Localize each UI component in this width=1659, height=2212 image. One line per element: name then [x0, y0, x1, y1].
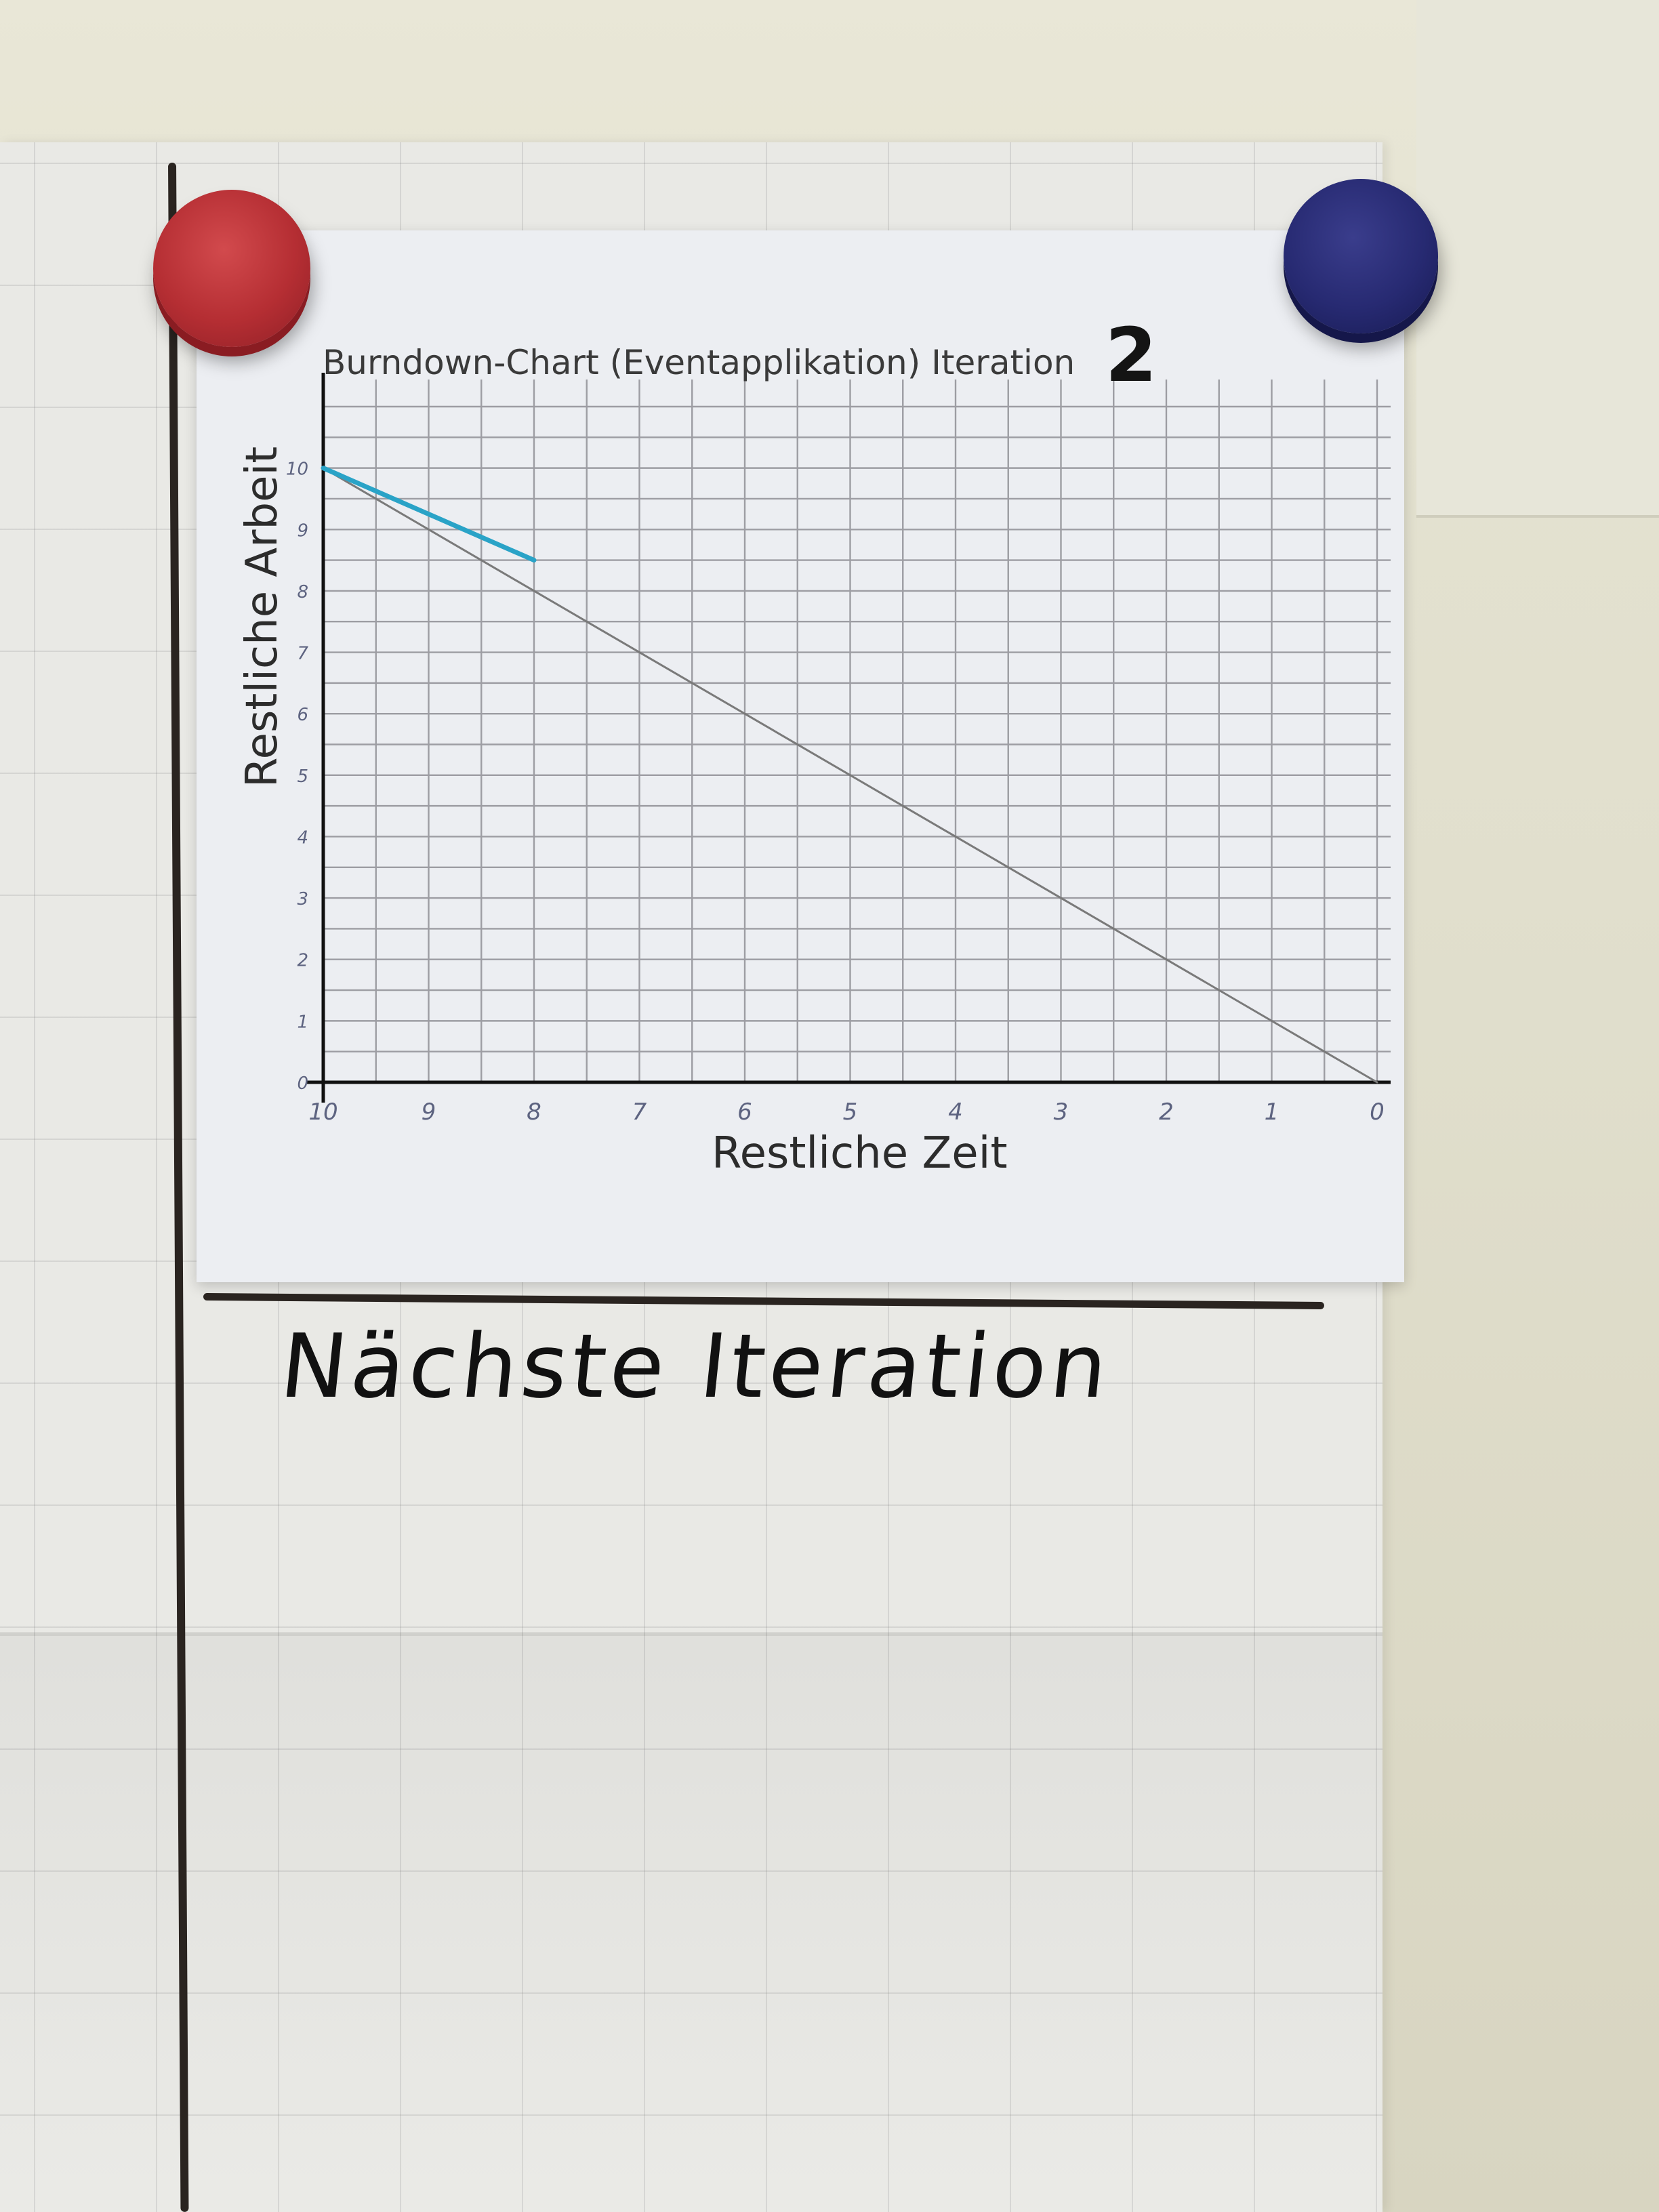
- x-tick-label: 7: [632, 1099, 647, 1126]
- y-tick-label: 6: [297, 705, 308, 725]
- x-tick-label: 10: [308, 1099, 337, 1126]
- chart-title: Burndown-Chart (Eventapplikation) Iterat…: [323, 343, 1076, 382]
- x-tick-label: 0: [1370, 1099, 1385, 1126]
- x-tick-label: 3: [1054, 1099, 1069, 1126]
- y-tick-label: 2: [297, 951, 308, 971]
- y-tick-label: 3: [297, 889, 308, 909]
- paper-fold-line: [0, 1632, 1382, 1636]
- flipchart-lower-fold: [0, 1633, 1382, 2212]
- y-tick-label: 1: [297, 1012, 308, 1032]
- x-tick-label: 1: [1265, 1099, 1279, 1126]
- y-tick-label: 0: [297, 1073, 308, 1094]
- background-paper-edge: [1416, 0, 1659, 518]
- x-tick-label: 5: [843, 1099, 858, 1126]
- x-tick-label: 8: [527, 1099, 541, 1126]
- red-magnet[interactable]: [153, 190, 310, 347]
- actual-burndown-line: [321, 466, 537, 563]
- blue-magnet[interactable]: [1284, 179, 1438, 333]
- ideal-burndown-line: [322, 467, 1378, 1084]
- x-tick-label: 9: [422, 1099, 436, 1126]
- y-tick-label: 5: [297, 766, 308, 787]
- x-tick-label: 2: [1159, 1099, 1174, 1126]
- x-axis-title: Restliche Zeit: [712, 1128, 1008, 1179]
- y-axis-title: Restliche Arbeit: [237, 446, 287, 787]
- y-tick-label: 8: [297, 582, 308, 602]
- chart-sheet: 10 9 8 7 6 5 4 3 2 1 0 0 1 2 3 4 5 6 7 8 9 10 Burndown-Chart …: [197, 230, 1404, 1282]
- y-tick-label: 7: [297, 644, 308, 664]
- chart-title-row: Burndown-Chart (Eventapplikation) Iterat…: [323, 305, 1157, 398]
- y-tick-label: 10: [286, 459, 308, 480]
- x-tick-label: 6: [737, 1099, 752, 1126]
- y-tick-label: 9: [297, 520, 308, 541]
- x-tick-label: 4: [948, 1099, 963, 1126]
- next-iteration-heading: Nächste Iteration: [276, 1315, 1117, 1418]
- iteration-number: 2: [1105, 312, 1158, 398]
- y-tick-label: 4: [297, 827, 308, 848]
